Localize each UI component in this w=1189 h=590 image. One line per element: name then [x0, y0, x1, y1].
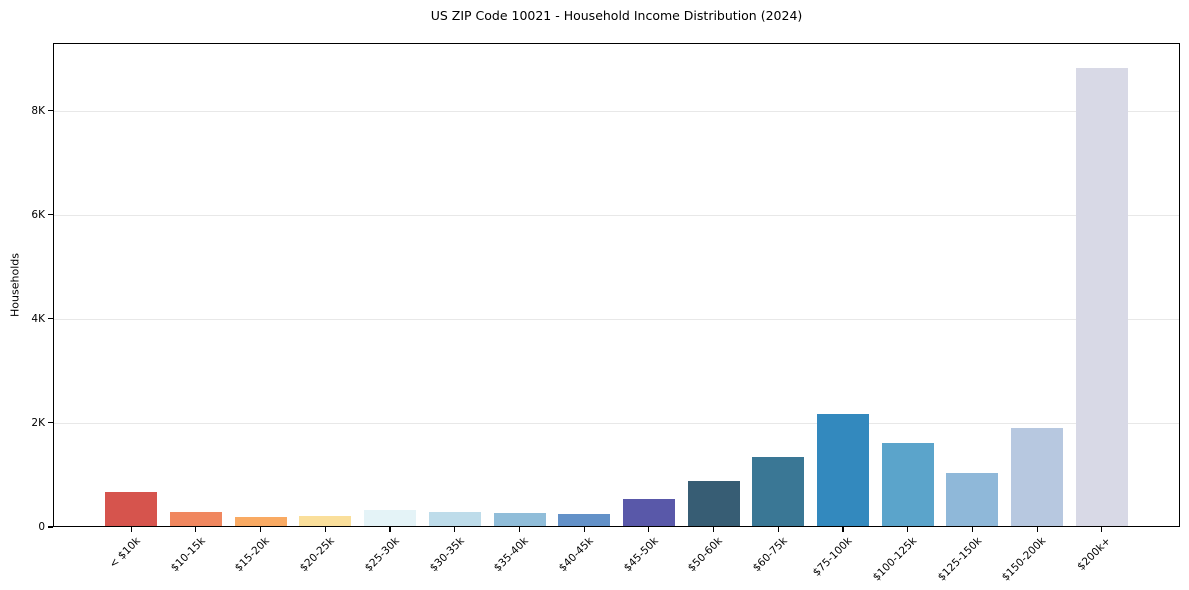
x-tick-label: < $10k [107, 535, 143, 571]
bar-10-15k [169, 512, 222, 527]
y-tick-mark [48, 214, 53, 216]
bar-10k [105, 492, 158, 527]
bar-50-60k [687, 481, 740, 527]
bar-15-20k [234, 516, 287, 527]
x-tick-label: $25-30k [362, 535, 402, 575]
x-tick-label: $35-40k [491, 535, 531, 575]
y-axis-label: Households [8, 253, 22, 317]
x-tick-mark [454, 527, 456, 532]
x-tick-mark [195, 527, 197, 532]
x-tick-label: $75-100k [810, 535, 855, 579]
y-tick-mark [48, 110, 53, 112]
x-tick-mark [648, 527, 650, 532]
x-tick-mark [389, 527, 391, 532]
bar-20-25k [299, 515, 352, 527]
bar-30-35k [428, 511, 481, 527]
bar-150-200k [1011, 428, 1064, 527]
y-tick-label: 4K [31, 312, 45, 325]
bar-40-45k [558, 514, 611, 527]
bar-125-150k [946, 472, 999, 527]
gridline [53, 422, 1180, 424]
bar-45-50k [622, 499, 675, 527]
y-tick-mark [48, 526, 53, 528]
x-tick-mark [130, 527, 132, 532]
x-tick-mark [777, 527, 779, 532]
y-tick-label: 8K [31, 104, 45, 117]
x-tick-label: $200k+ [1075, 535, 1114, 573]
y-tick-label: 6K [31, 208, 45, 221]
x-tick-label: $60-75k [750, 535, 790, 575]
x-tick-mark [907, 527, 909, 532]
y-tick-label: 2K [31, 416, 45, 429]
bar-100-125k [881, 443, 934, 527]
x-tick-mark [518, 527, 521, 532]
x-tick-mark [260, 527, 262, 532]
bar-75-100k [817, 414, 869, 527]
x-tick-label: $40-45k [556, 535, 596, 575]
x-tick-label: $15-20k [232, 535, 273, 575]
x-tick-mark [324, 527, 326, 532]
x-tick-mark [713, 527, 715, 532]
x-tick-mark [1101, 527, 1103, 532]
bar-25-30k [364, 509, 417, 527]
x-tick-mark [1036, 527, 1038, 532]
y-tick-mark [48, 422, 53, 424]
x-tick-label: $45-50k [621, 535, 661, 575]
x-tick-label: $50-60k [685, 535, 726, 575]
bar-35-40k [493, 513, 546, 527]
x-tick-label: $125-150k [935, 535, 984, 584]
x-tick-mark [971, 527, 973, 532]
y-tick-mark [48, 318, 53, 320]
gridline [53, 214, 1180, 216]
x-tick-mark [583, 527, 585, 532]
chart-title: US ZIP Code 10021 - Household Income Dis… [430, 8, 803, 23]
x-tick-mark [842, 527, 844, 532]
gridline [53, 110, 1180, 112]
x-tick-label: $20-25k [297, 535, 337, 575]
x-tick-label: $100-125k [870, 535, 920, 584]
bar-200k [1075, 67, 1128, 527]
x-tick-label: $10-15k [168, 535, 208, 575]
x-tick-label: $150-200k [1000, 535, 1049, 584]
x-tick-label: $30-35k [427, 535, 467, 575]
gridline [53, 318, 1180, 320]
y-tick-label: 0 [38, 521, 45, 533]
bar-60-75k [752, 457, 805, 527]
